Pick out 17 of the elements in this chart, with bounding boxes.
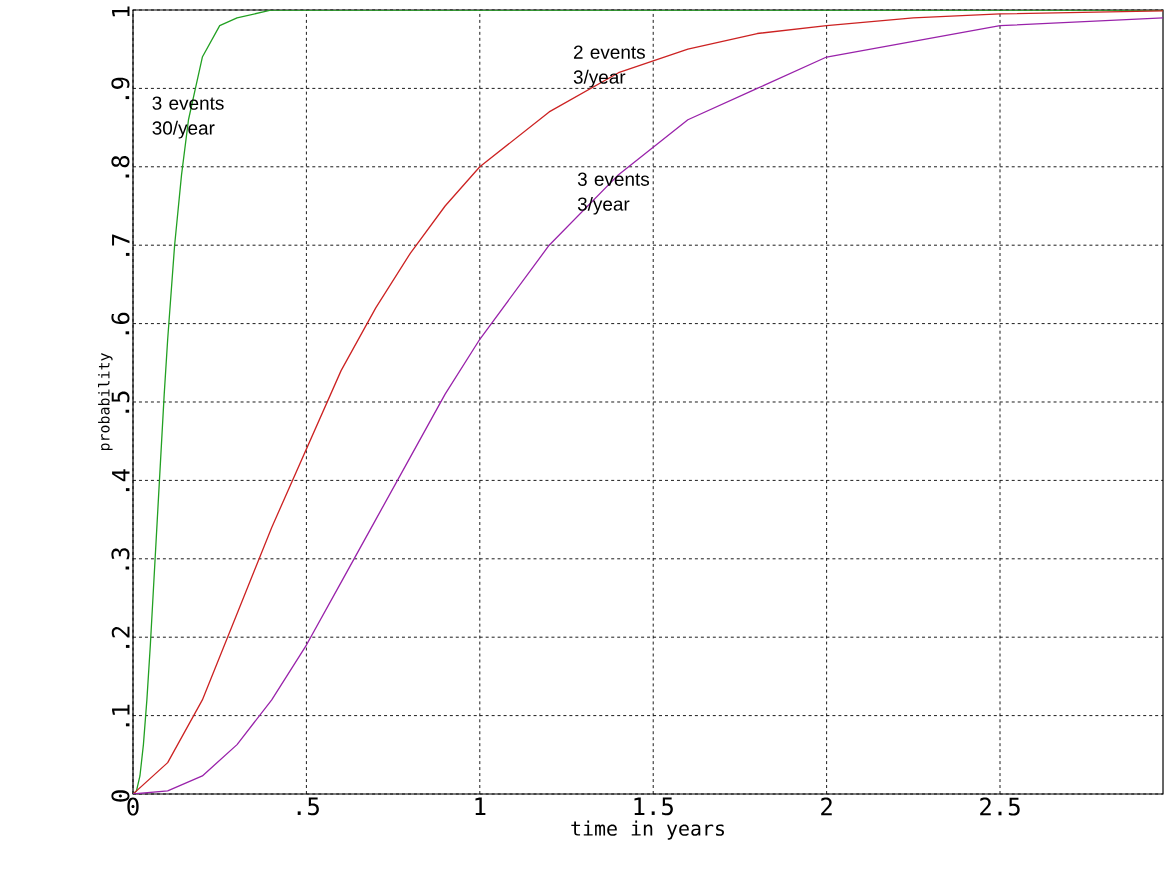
- y-tick-label: .9: [111, 77, 130, 100]
- y-axis-title: probability: [98, 353, 113, 451]
- x-tick-label: 1: [475, 797, 486, 815]
- x-tick-label: .5: [297, 797, 319, 816]
- y-tick-label: 1: [112, 6, 130, 17]
- y-tick-label: .5: [111, 391, 130, 413]
- y-tick-label: .4: [112, 469, 130, 492]
- x-tick-label: 1.5: [634, 797, 673, 816]
- x-tick-label: 2.5: [980, 797, 1020, 816]
- y-tick-label: .7: [112, 234, 130, 256]
- y-tick-label: .8: [111, 155, 130, 178]
- x-axis-title: time in years: [571, 820, 724, 840]
- y-tick-label: .1: [112, 704, 130, 727]
- y-tick-label: .3: [111, 548, 130, 570]
- x-tick-label: 2: [821, 797, 832, 816]
- y-tick-label: .2: [111, 626, 130, 648]
- y-tick-label: .6: [111, 312, 130, 335]
